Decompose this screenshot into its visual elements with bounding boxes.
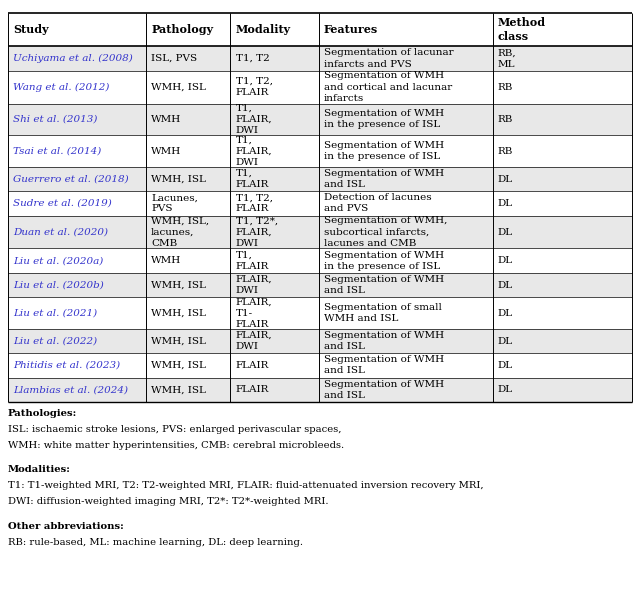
Text: Liu et al. (2020b): Liu et al. (2020b) (13, 281, 104, 289)
Bar (8, 353, 632, 378)
Text: FLAIR,
DWI: FLAIR, DWI (236, 275, 272, 295)
Text: FLAIR: FLAIR (236, 361, 269, 370)
Text: Segmentation of WMH
and ISL: Segmentation of WMH and ISL (324, 355, 444, 376)
Text: WMH, ISL: WMH, ISL (151, 385, 206, 394)
Text: WMH, ISL: WMH, ISL (151, 337, 206, 345)
Text: Other abbreviations:: Other abbreviations: (8, 522, 124, 530)
Text: T1, T2*,
FLAIR,
DWI: T1, T2*, FLAIR, DWI (236, 216, 278, 248)
Text: ISL: ischaemic stroke lesions, PVS: enlarged perivascular spaces,: ISL: ischaemic stroke lesions, PVS: enla… (8, 425, 341, 434)
Text: Tsai et al. (2014): Tsai et al. (2014) (13, 147, 101, 155)
Bar (8, 273, 632, 297)
Bar (8, 216, 632, 248)
Text: T1, T2: T1, T2 (236, 54, 269, 63)
Text: T1, T2,
FLAIR: T1, T2, FLAIR (236, 77, 273, 97)
Text: Liu et al. (2022): Liu et al. (2022) (13, 337, 97, 345)
Text: WMH, ISL: WMH, ISL (151, 83, 206, 91)
Text: T1,
FLAIR: T1, FLAIR (236, 250, 269, 271)
Text: WMH, ISL,
lacunes,
CMB: WMH, ISL, lacunes, CMB (151, 216, 209, 248)
Text: Modalities:: Modalities: (8, 465, 70, 474)
Text: DL: DL (498, 175, 513, 183)
Text: DL: DL (498, 337, 513, 345)
Text: Segmentation of WMH
and ISL: Segmentation of WMH and ISL (324, 169, 444, 189)
Text: ISL, PVS: ISL, PVS (151, 54, 197, 63)
Text: Lacunes,
PVS: Lacunes, PVS (151, 193, 198, 214)
Text: FLAIR,
DWI: FLAIR, DWI (236, 331, 272, 351)
Text: T1,
FLAIR,
DWI: T1, FLAIR, DWI (236, 104, 272, 135)
Text: RB: RB (498, 115, 513, 124)
Text: Sudre et al. (2019): Sudre et al. (2019) (13, 199, 111, 208)
Text: Segmentation of WMH
and cortical and lacunar
infarcts: Segmentation of WMH and cortical and lac… (324, 71, 452, 103)
Text: WMH: white matter hyperintensities, CMB: cerebral microbleeds.: WMH: white matter hyperintensities, CMB:… (8, 441, 344, 450)
Bar (8, 297, 632, 329)
Text: Segmentation of WMH
in the presence of ISL: Segmentation of WMH in the presence of I… (324, 141, 444, 161)
Text: T1,
FLAIR: T1, FLAIR (236, 169, 269, 189)
Text: T1: T1-weighted MRI, T2: T2-weighted MRI, FLAIR: fluid-attenuated inversion reco: T1: T1-weighted MRI, T2: T2-weighted MRI… (8, 481, 483, 490)
Text: WMH, ISL: WMH, ISL (151, 361, 206, 370)
Text: Segmentation of WMH
in the presence of ISL: Segmentation of WMH in the presence of I… (324, 250, 444, 271)
Text: Segmentation of WMH
in the presence of ISL: Segmentation of WMH in the presence of I… (324, 109, 444, 130)
Bar (8, 248, 632, 273)
Text: Wang et al. (2012): Wang et al. (2012) (13, 83, 109, 91)
Text: RB: RB (498, 83, 513, 91)
Text: DL: DL (498, 361, 513, 370)
Text: WMH: WMH (151, 147, 181, 155)
Text: DL: DL (498, 199, 513, 208)
Text: Uchiyama et al. (2008): Uchiyama et al. (2008) (13, 54, 132, 63)
Bar (8, 329, 632, 353)
Text: DL: DL (498, 256, 513, 265)
Text: FLAIR: FLAIR (236, 385, 269, 394)
Text: Duan et al. (2020): Duan et al. (2020) (13, 228, 108, 236)
Text: Segmentation of WMH
and ISL: Segmentation of WMH and ISL (324, 379, 444, 400)
Text: Guerrero et al. (2018): Guerrero et al. (2018) (13, 175, 129, 183)
Text: Liu et al. (2021): Liu et al. (2021) (13, 309, 97, 317)
Text: Modality: Modality (236, 24, 291, 35)
Text: DL: DL (498, 228, 513, 236)
Bar (8, 167, 632, 191)
Text: DL: DL (498, 281, 513, 289)
Text: Segmentation of WMH,
subcortical infarcts,
lacunes and CMB: Segmentation of WMH, subcortical infarct… (324, 216, 447, 248)
Text: Segmentation of small
WMH and ISL: Segmentation of small WMH and ISL (324, 303, 442, 323)
Text: Segmentation of lacunar
infarcts and PVS: Segmentation of lacunar infarcts and PVS (324, 48, 454, 69)
Text: Pathologies:: Pathologies: (8, 409, 77, 418)
Bar (8, 46, 632, 71)
Bar (8, 71, 632, 104)
Text: RB: rule-based, ML: machine learning, DL: deep learning.: RB: rule-based, ML: machine learning, DL… (8, 538, 303, 546)
Text: RB: RB (498, 147, 513, 155)
Bar (8, 191, 632, 216)
Text: FLAIR,
T1-
FLAIR: FLAIR, T1- FLAIR (236, 297, 272, 329)
Text: WMH: WMH (151, 115, 181, 124)
Text: T1, T2,
FLAIR: T1, T2, FLAIR (236, 193, 273, 214)
Bar (8, 13, 632, 46)
Text: Segmentation of WMH
and ISL: Segmentation of WMH and ISL (324, 331, 444, 351)
Text: DL: DL (498, 309, 513, 317)
Text: WMH, ISL: WMH, ISL (151, 309, 206, 317)
Bar (8, 104, 632, 135)
Text: WMH, ISL: WMH, ISL (151, 281, 206, 289)
Text: Features: Features (324, 24, 378, 35)
Text: DL: DL (498, 385, 513, 394)
Text: Liu et al. (2020a): Liu et al. (2020a) (13, 256, 103, 265)
Bar (8, 378, 632, 402)
Text: T1,
FLAIR,
DWI: T1, FLAIR, DWI (236, 135, 272, 167)
Text: Study: Study (13, 24, 49, 35)
Text: DWI: diffusion-weighted imaging MRI, T2*: T2*-weighted MRI.: DWI: diffusion-weighted imaging MRI, T2*… (8, 497, 328, 506)
Text: WMH: WMH (151, 256, 181, 265)
Text: WMH, ISL: WMH, ISL (151, 175, 206, 183)
Text: Shi et al. (2013): Shi et al. (2013) (13, 115, 97, 124)
Text: RB,
ML: RB, ML (498, 48, 516, 69)
Bar (8, 135, 632, 167)
Text: Phitidis et al. (2023): Phitidis et al. (2023) (13, 361, 120, 370)
Text: Pathology: Pathology (151, 24, 213, 35)
Text: Segmentation of WMH
and ISL: Segmentation of WMH and ISL (324, 275, 444, 295)
Text: Method
class: Method class (498, 18, 546, 42)
Text: Detection of lacunes
and PVS: Detection of lacunes and PVS (324, 193, 431, 214)
Text: Llambias et al. (2024): Llambias et al. (2024) (13, 385, 128, 394)
